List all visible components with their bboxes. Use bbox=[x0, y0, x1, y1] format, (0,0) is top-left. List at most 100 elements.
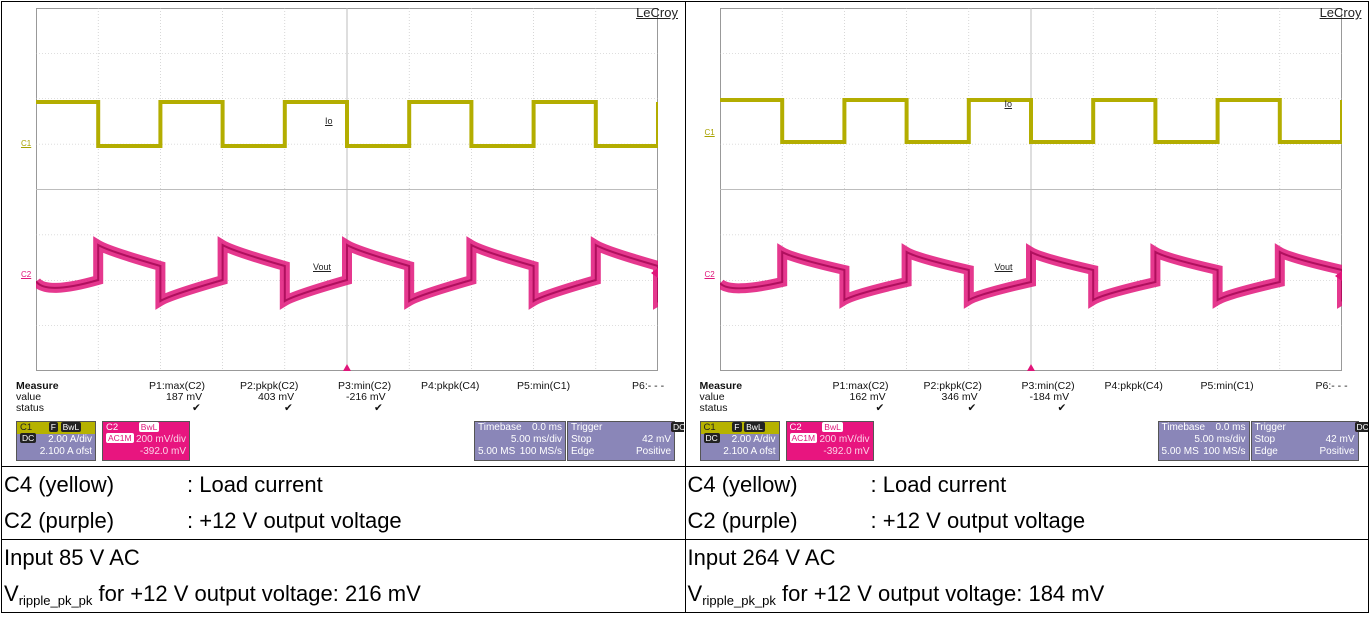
trigger-level-marker bbox=[1334, 271, 1342, 281]
ripple-text: for +12 V output voltage: 184 mV bbox=[775, 581, 1105, 606]
timebase-box[interactable]: Timebase 0.0 ms 5.00 ms/div 5.00 MS 100 MS… bbox=[474, 421, 566, 461]
value-label: value bbox=[16, 391, 42, 403]
figure-table: LeCroy C1 C2 Io Vout Measure P1:max(C2) … bbox=[1, 1, 1369, 613]
legend-row: C4 (yellow) : Load current bbox=[2, 467, 685, 503]
measure-title: Measure bbox=[699, 380, 743, 392]
trigger-coupling: DC bbox=[1354, 422, 1368, 432]
c2-box[interactable]: C2 BwL AC1M 200 mV/div -392.0 mV bbox=[785, 421, 874, 461]
c2-marker: C2 bbox=[21, 270, 32, 279]
p1-value: 162 mV bbox=[849, 391, 886, 403]
scope-panel: LeCroy C1 C2 Io Vout Measure P1:max(C2) … bbox=[2, 2, 684, 466]
ripple-subscript: ripple_pk_pk bbox=[18, 593, 93, 608]
trigger-time-marker bbox=[343, 364, 351, 371]
input-condition: Input 264 V AC bbox=[687, 545, 836, 570]
trigger-type: Edge bbox=[571, 446, 595, 457]
measure-p2: P2:pkpk(C2) bbox=[240, 380, 299, 392]
measure-p6: P6:- - - bbox=[1315, 380, 1348, 392]
trigger-coupling: DC bbox=[671, 422, 684, 432]
timebase-rate: 100 MS/s bbox=[519, 446, 562, 457]
p3-status: ✔ bbox=[1057, 402, 1067, 414]
c2-box[interactable]: C2 BwL AC1M 200 mV/div -392.0 mV bbox=[102, 421, 190, 461]
c1-tag-bwl: BwL bbox=[744, 422, 765, 432]
channel-boxes: C1 F BwL DC 2.00 A/div 2.100 A ofst C2 bbox=[699, 421, 1368, 461]
ripple-result: Vripple_pk_pk for +12 V output voltage: … bbox=[686, 576, 1369, 612]
legend-desc: : Load current bbox=[870, 472, 1007, 497]
trigger-level-marker bbox=[651, 268, 658, 278]
c1-marker: C1 bbox=[704, 128, 715, 137]
c1-box[interactable]: C1 F BwL DC 2.00 A/div 2.100 A ofst bbox=[16, 421, 96, 461]
measure-table: Measure P1:max(C2) P2:pkpk(C2) P3:min(C2… bbox=[699, 380, 1360, 414]
c2-marker: C2 bbox=[704, 270, 715, 279]
legend-desc: : Load current bbox=[187, 472, 323, 497]
trigger-mode: Stop bbox=[1254, 434, 1276, 445]
trigger-slope: Positive bbox=[635, 446, 671, 457]
measure-p5: P5:min(C1) bbox=[517, 380, 571, 392]
measure-p3: P3:min(C2) bbox=[338, 380, 392, 392]
status-label: status bbox=[699, 402, 728, 414]
condition-cell-left: Input 85 V AC Vripple_pk_pk for +12 V ou… bbox=[1, 539, 686, 613]
c1-box[interactable]: C1 F BwL DC 2.00 A/div 2.100 A ofst bbox=[699, 421, 780, 461]
measure-p4: P4:pkpk(C4) bbox=[1104, 380, 1163, 392]
measure-p6: P6:- - - bbox=[632, 380, 665, 392]
output-voltage-core bbox=[36, 243, 658, 303]
ripple-subscript: ripple_pk_pk bbox=[702, 593, 776, 608]
timebase-samples: 5.00 MS bbox=[478, 446, 516, 457]
scope-screen bbox=[36, 8, 658, 371]
load-current-trace bbox=[36, 100, 658, 148]
timebase-delay: 0.0 ms bbox=[531, 422, 562, 433]
legend-cell-right: C4 (yellow) : Load current C2 (purple): +… bbox=[684, 466, 1369, 540]
legend-row: C4 (yellow) : Load current bbox=[686, 467, 1369, 503]
c2-box-name: C2 bbox=[106, 422, 119, 433]
measure-p1: P1:max(C2) bbox=[832, 380, 889, 392]
trigger-level: 42 mV bbox=[642, 434, 671, 445]
c1-box-name: C1 bbox=[20, 422, 33, 433]
p2-status: ✔ bbox=[967, 402, 977, 414]
p3-status: ✔ bbox=[374, 402, 383, 414]
measure-title: Measure bbox=[16, 380, 59, 392]
condition-cell-right: Input 264 V AC Vripple_pk_pk for +12 V o… bbox=[684, 539, 1369, 613]
timebase-label: Timebase bbox=[1161, 422, 1206, 433]
legend-channel: C2 (purple) bbox=[687, 508, 798, 533]
scope-screen bbox=[719, 8, 1342, 371]
input-condition: Input 85 V AC bbox=[4, 545, 140, 570]
c1-offset: 2.100 A ofst bbox=[39, 446, 92, 457]
trigger-time-marker bbox=[1026, 364, 1035, 371]
c1-tag-dc: DC bbox=[703, 433, 720, 443]
scope-cell-left: LeCroy C1 C2 Io Vout Measure P1:max(C2) … bbox=[1, 1, 686, 467]
load-current-trace bbox=[719, 98, 1342, 144]
c2-scale: 200 mV/div bbox=[135, 434, 186, 445]
timebase-delay: 0.0 ms bbox=[1215, 422, 1246, 433]
status-label: status bbox=[16, 402, 45, 414]
legend-channel: C4 (yellow) bbox=[4, 472, 115, 497]
p2-value: 346 mV bbox=[941, 391, 978, 403]
p1-status: ✔ bbox=[192, 402, 201, 414]
timebase-box[interactable]: Timebase 0.0 ms 5.00 ms/div 5.00 MS 100 MS… bbox=[1157, 421, 1250, 461]
measure-p2: P2:pkpk(C2) bbox=[923, 380, 982, 392]
timebase-samples: 5.00 MS bbox=[1161, 446, 1199, 457]
p1-value: 187 mV bbox=[166, 391, 203, 403]
legend-channel: C2 (purple) bbox=[4, 508, 115, 533]
c1-offset: 2.100 A ofst bbox=[723, 446, 776, 457]
p2-value: 403 mV bbox=[258, 391, 295, 403]
ripple-symbol: V bbox=[4, 581, 19, 606]
channel-boxes: C1 F BwL DC 2.00 A/div 2.100 A ofst C2 bbox=[16, 421, 684, 461]
ripple-result: Vripple_pk_pk for +12 V output voltage: … bbox=[2, 576, 685, 612]
trigger-level: 42 mV bbox=[1325, 434, 1355, 445]
io-label: Io bbox=[1004, 99, 1013, 109]
trigger-slope: Positive bbox=[1319, 446, 1355, 457]
legend-row: C2 (purple): +12 V output voltage bbox=[686, 503, 1369, 539]
vout-label: Vout bbox=[313, 262, 332, 272]
ripple-symbol: V bbox=[687, 581, 703, 606]
c1-marker: C1 bbox=[21, 139, 32, 148]
measure-p1: P1:max(C2) bbox=[149, 380, 206, 392]
c1-tag-bwl: BwL bbox=[60, 422, 82, 432]
c2-tag-bwl: BwL bbox=[138, 422, 160, 432]
measure-p4: P4:pkpk(C4) bbox=[421, 380, 480, 392]
legend-channel: C4 (yellow) bbox=[687, 472, 798, 497]
brand-logo: LeCroy bbox=[636, 5, 678, 20]
c2-tag-ac1m: AC1M bbox=[789, 433, 818, 443]
p3-value: -184 mV bbox=[1029, 391, 1070, 403]
p2-status: ✔ bbox=[284, 402, 293, 414]
